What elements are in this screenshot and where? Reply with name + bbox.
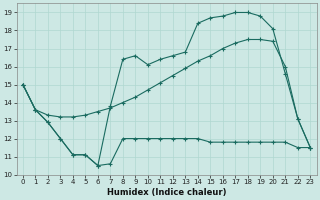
X-axis label: Humidex (Indice chaleur): Humidex (Indice chaleur) bbox=[107, 188, 226, 197]
